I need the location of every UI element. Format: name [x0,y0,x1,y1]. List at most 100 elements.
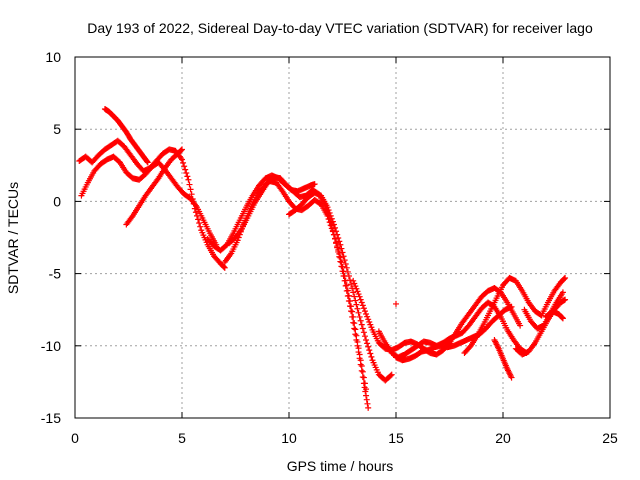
data-point [346,277,353,284]
y-tick-label: -5 [49,266,62,282]
data-point [346,303,353,310]
data-point [361,384,368,391]
data-point [559,289,566,296]
data-point [358,367,365,374]
data-point [345,273,352,280]
data-point [195,216,202,223]
data-point [357,296,364,303]
y-tick-label: 5 [53,121,61,137]
data-point [362,388,369,395]
data-point [348,308,355,315]
data-point [185,176,192,183]
data-point [343,287,350,294]
series-arc-2 [78,153,220,248]
series-arc-1 [76,137,228,271]
data-point [329,218,336,225]
data-point [361,308,368,315]
data-point [364,313,371,320]
data-point [338,263,345,270]
data-point [352,331,359,338]
series-arc-3 [101,105,151,166]
chart-title: Day 193 of 2022, Sidereal Day-to-day VTE… [87,20,593,36]
series-arc-5 [204,172,318,254]
data-point [562,296,569,303]
x-tick-label: 0 [71,430,79,446]
data-point [354,288,361,295]
data-point [340,253,347,260]
series-arc-4 [123,146,185,228]
data-point [182,166,189,173]
data-point [338,245,345,252]
data-point [393,300,399,307]
data-point [325,207,332,214]
y-tick-label: -15 [41,410,61,426]
data-point [508,374,515,381]
axis-ticks: 0 5 10 15 20 25 10 5 0 -5 -10 -15 [41,49,618,446]
data-point [353,285,360,292]
data-point [324,204,331,211]
data-point [355,309,362,316]
data-point [367,350,374,357]
data-point [328,215,335,222]
data-point [179,146,185,153]
data-point [353,337,360,344]
data-point [359,302,366,309]
data-point [366,347,373,354]
data-point [311,181,318,188]
data-point [336,238,343,245]
data-point [357,361,364,368]
x-tick-label: 20 [495,430,511,446]
data-point [354,342,361,349]
series-arc-17 [542,308,566,322]
x-tick-label: 5 [178,430,186,446]
data-point [349,313,356,320]
data-point [363,311,370,318]
data-point [332,224,339,231]
data-point [359,374,366,381]
data-point [364,400,371,407]
data-point [363,337,370,344]
data-point [508,303,515,310]
y-tick-label: 10 [45,49,61,65]
data-point [355,291,362,298]
data-point [365,343,372,350]
series-arc-9 [350,277,524,358]
data-point [352,297,359,304]
data-point [345,298,352,305]
data-point [337,258,344,265]
data-point [178,147,185,154]
plot-area [74,56,611,419]
data-point [341,277,348,284]
data-point [365,316,372,323]
data-point [363,396,370,403]
data-point [358,299,365,306]
data-point [180,159,187,166]
data-point [221,264,228,271]
data-point [353,301,360,308]
y-axis-label: SDTVAR / TECUs [5,182,21,294]
data-point [350,289,357,296]
data-point [344,292,351,299]
data-point [559,315,566,322]
data-point [368,324,375,331]
data-point [144,158,151,165]
series-arc-8 [286,189,395,384]
data-point [334,231,341,238]
data-points [76,105,569,411]
x-axis-label: GPS time / hours [287,458,394,474]
data-point [387,372,394,379]
data-point [351,325,358,332]
data-point [361,333,368,340]
data-point [221,264,228,271]
data-point [358,321,365,328]
x-tick-label: 15 [388,430,404,446]
data-point [333,228,340,235]
data-point [188,191,195,198]
data-point [366,318,373,325]
data-point [334,244,341,251]
data-point [341,257,348,264]
data-point [559,314,566,321]
data-point [360,329,367,336]
x-tick-label: 10 [281,430,297,446]
